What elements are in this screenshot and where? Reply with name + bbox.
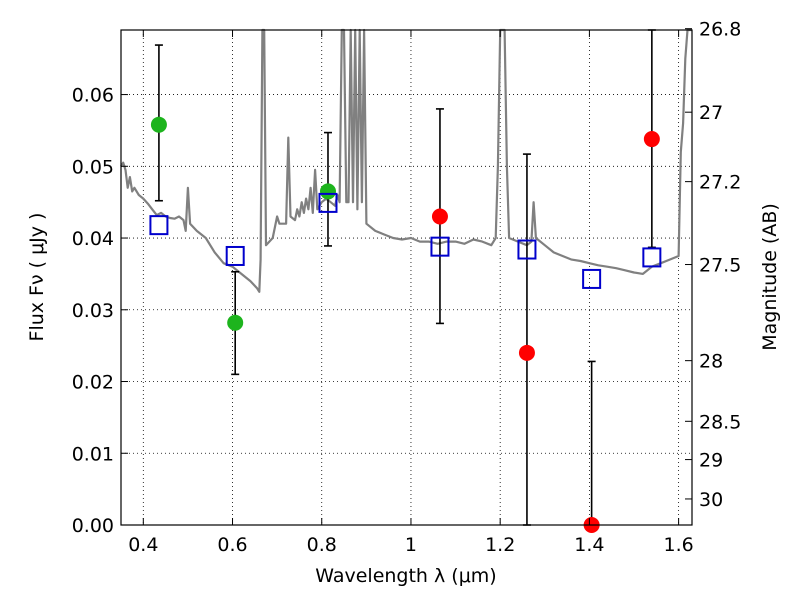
y-tick-label: 0.01 [72,443,114,465]
sed-model-curve [120,28,692,293]
axes-frame [120,29,693,526]
mag-tick-label: 29 [699,450,723,472]
data-point [431,208,448,225]
error-bars-layer [154,29,656,526]
markers-layer [149,116,662,533]
ticks-layer: 0.4 0.6 0.8 1 1.2 1.4 1.6 0.00 0.01 0.02 0.03 0.04 0… [72,19,742,556]
y-tick-label: 0.02 [72,372,114,394]
x-axis-label: Wavelength λ (μm) [315,565,496,587]
model-point [642,247,662,268]
plot-frame [120,29,693,526]
y-axis-label: Flux Fν ( μJy ) [26,213,48,342]
data-point [227,314,244,331]
sed-curve-layer [120,28,692,293]
mag-tick-label: 27.2 [699,172,741,194]
y-tick-label: 0.03 [72,300,114,322]
model-point [517,239,537,260]
axis-labels: Wavelength λ (μm) Flux Fν ( μJy ) Magnit… [26,203,781,587]
data-point [518,344,535,361]
x-tick-label: 1.2 [485,534,515,556]
y-tick-label: 0.06 [72,85,114,107]
mag-tick-label: 30 [699,489,723,511]
data-point [643,131,660,148]
x-tick-label: 0.4 [128,534,158,556]
right-axis-label: Magnitude (AB) [759,203,781,351]
x-tick-label: 0.6 [217,534,247,556]
y-tick-label: 0.05 [72,156,114,178]
model-point [225,245,245,266]
x-tick-label: 0.8 [307,534,337,556]
mag-tick-label: 27 [699,102,723,124]
data-point [319,183,336,200]
model-point [430,236,450,257]
y-tick-label: 0.04 [72,228,114,250]
mag-tick-label: 27.5 [699,255,741,277]
grid-lines [121,30,692,526]
x-tick-label: 1.6 [664,534,694,556]
mag-tick-label: 28 [699,351,723,373]
x-tick-label: 1.4 [574,534,604,556]
x-tick-label: 1 [405,534,417,556]
mag-tick-label: 26.8 [699,19,741,41]
model-point [149,215,169,236]
model-point [318,192,338,213]
y-tick-label: 0.00 [72,515,114,537]
data-point [150,116,167,133]
mag-tick-label: 28.5 [699,411,741,433]
model-point [582,268,602,289]
